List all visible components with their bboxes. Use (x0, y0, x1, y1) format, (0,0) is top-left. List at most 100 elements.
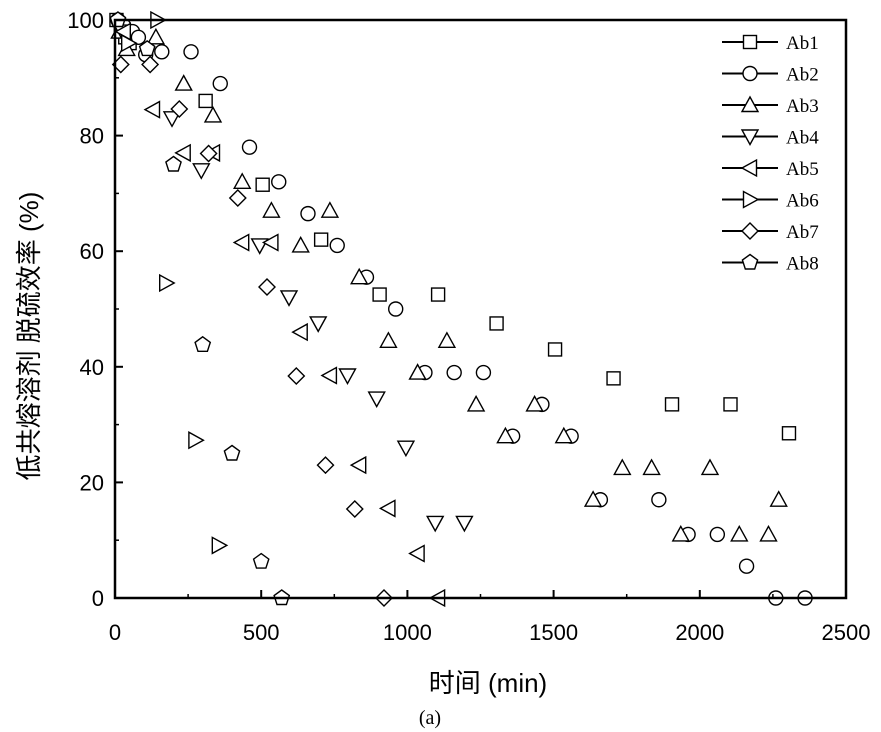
data-point (549, 343, 562, 356)
figure-caption: (a) (419, 707, 441, 729)
data-point (614, 460, 630, 475)
series-ab4 (114, 25, 472, 531)
data-point (456, 516, 472, 531)
data-point (224, 446, 239, 461)
data-point (322, 368, 337, 384)
data-point (234, 235, 249, 251)
legend-label: Ab4 (786, 128, 819, 149)
data-point (254, 554, 269, 569)
data-point (243, 140, 257, 154)
legend-label: Ab1 (786, 33, 819, 54)
legend-label: Ab8 (786, 254, 819, 275)
data-point (724, 398, 737, 411)
data-point (468, 396, 484, 411)
y-tick-label: 40 (80, 355, 104, 380)
data-point (476, 366, 490, 380)
data-point (373, 288, 386, 301)
data-point (666, 398, 679, 411)
data-point (490, 317, 503, 330)
legend-label: Ab5 (786, 159, 819, 180)
data-point (607, 372, 620, 385)
legend-marker (742, 223, 758, 239)
data-point (369, 392, 385, 407)
legend-label: Ab2 (786, 65, 819, 86)
data-point (330, 238, 344, 252)
data-point (389, 302, 403, 316)
data-point (199, 94, 212, 107)
data-point (731, 526, 747, 541)
data-point (740, 559, 754, 573)
series-ab6 (122, 12, 227, 553)
legend: Ab1Ab2Ab3Ab4Ab5Ab6Ab7Ab8 (722, 33, 819, 275)
data-point (398, 441, 414, 456)
data-point (205, 107, 221, 122)
data-point (310, 317, 326, 332)
legend-label: Ab3 (786, 96, 819, 117)
y-tick-label: 0 (92, 586, 104, 611)
legend-marker (742, 255, 757, 270)
x-axis-title: 时间 (min) (429, 668, 547, 698)
data-point (439, 333, 455, 348)
data-point (322, 203, 338, 218)
data-point (301, 207, 315, 221)
data-point (652, 493, 666, 507)
data-point (761, 526, 777, 541)
data-point (380, 333, 396, 348)
data-point (447, 366, 461, 380)
data-point (347, 501, 363, 517)
plot-frame (115, 20, 846, 598)
data-point (702, 460, 718, 475)
data-point (155, 45, 169, 59)
data-point (340, 369, 356, 384)
data-point (782, 427, 795, 440)
legend-label: Ab6 (786, 191, 819, 212)
x-tick-label: 1500 (529, 620, 578, 645)
data-point (771, 492, 787, 507)
data-point (176, 145, 191, 161)
data-point (644, 460, 660, 475)
data-point (160, 275, 175, 291)
data-point (410, 546, 425, 562)
data-point (351, 457, 366, 473)
legend-marker (744, 36, 757, 49)
data-point (148, 29, 164, 44)
data-point (263, 235, 278, 251)
data-point (184, 45, 198, 59)
data-point (263, 203, 279, 218)
data-point (710, 527, 724, 541)
series-ab7 (113, 57, 392, 607)
x-tick-label: 2500 (822, 620, 871, 645)
data-point (145, 102, 160, 118)
plot-area (110, 12, 812, 606)
x-tick-label: 2000 (675, 620, 724, 645)
x-tick-label: 500 (243, 620, 280, 645)
data-point (427, 516, 443, 531)
data-point (259, 279, 275, 295)
data-point (256, 178, 269, 191)
data-point (193, 164, 209, 179)
data-point (288, 368, 304, 384)
data-point (166, 157, 181, 172)
x-tick-label: 0 (109, 620, 121, 645)
data-point (213, 77, 227, 91)
y-tick-label: 80 (80, 124, 104, 149)
data-point (315, 233, 328, 246)
data-point (176, 76, 192, 91)
legend-marker (744, 192, 759, 208)
legend-marker (742, 160, 757, 176)
data-point (234, 174, 250, 189)
data-point (189, 432, 204, 448)
y-tick-label: 20 (80, 470, 104, 495)
data-point (293, 237, 309, 252)
y-tick-label: 100 (67, 8, 104, 33)
data-point (272, 175, 286, 189)
y-axis-title: 低共熔溶剂 脱硫效率 (%) (14, 192, 44, 481)
data-point (230, 190, 246, 206)
data-point (380, 500, 395, 516)
data-point (293, 324, 308, 340)
data-point (212, 537, 227, 553)
x-tick-label: 1000 (383, 620, 432, 645)
data-point (318, 457, 334, 473)
data-point (432, 288, 445, 301)
